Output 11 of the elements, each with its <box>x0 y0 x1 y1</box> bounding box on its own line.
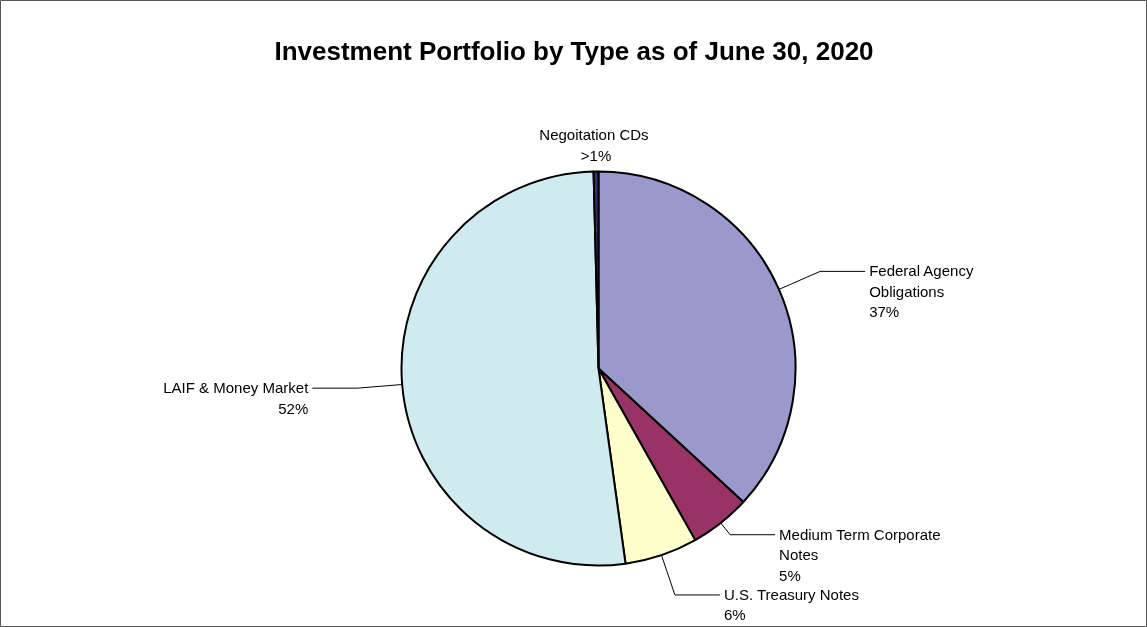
data-label: 52% <box>278 399 309 417</box>
slice-label: Negoitation CDs <box>539 126 649 144</box>
slice-label: LAIF & Money Market <box>163 379 310 397</box>
data-label: 5% <box>779 566 801 584</box>
slice-label: U.S. Treasury Notes <box>723 585 859 603</box>
data-label: >1% <box>580 146 612 164</box>
slice-label: Federal Agency Obligations <box>869 262 974 300</box>
data-label: 6% <box>723 606 746 624</box>
chart-title: Investment Portfolio by Type as of June 30, 2020 <box>274 35 874 66</box>
slice-label: Medium Term Corporate Notes <box>779 525 941 564</box>
data-label: 37% <box>869 303 900 321</box>
